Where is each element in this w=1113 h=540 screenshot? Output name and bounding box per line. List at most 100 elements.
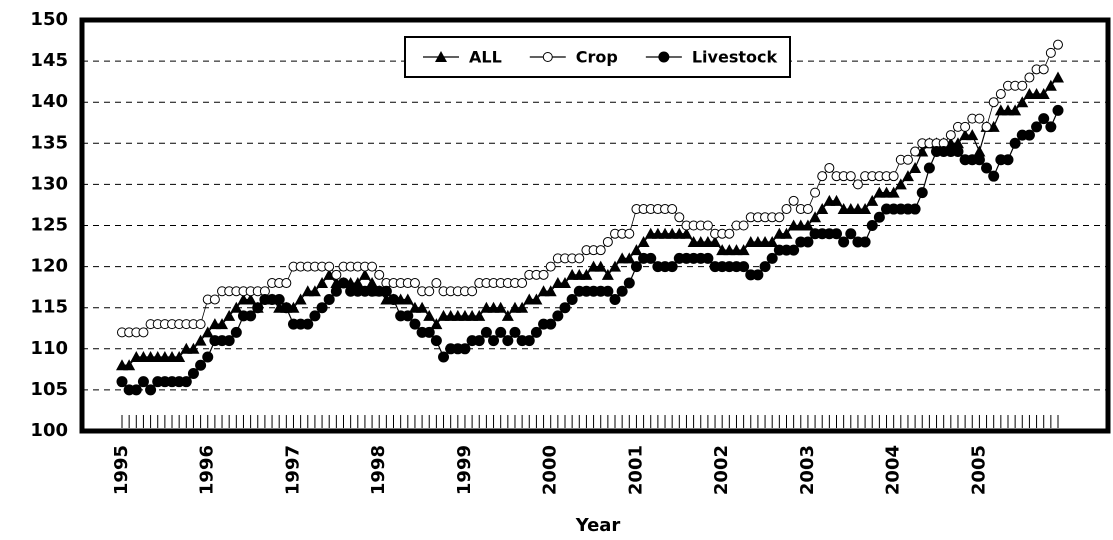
marker <box>367 261 378 272</box>
marker <box>809 211 822 223</box>
marker <box>473 335 485 347</box>
marker <box>658 51 670 63</box>
marker <box>909 203 921 215</box>
marker <box>680 227 693 239</box>
marker <box>981 121 992 132</box>
marker <box>738 220 749 231</box>
marker <box>810 187 821 198</box>
y-tick-label: 135 <box>30 132 68 153</box>
marker <box>1038 113 1050 125</box>
marker <box>845 228 857 240</box>
marker <box>509 326 521 338</box>
marker <box>801 219 814 231</box>
marker <box>1044 79 1057 91</box>
marker <box>609 260 622 272</box>
marker <box>137 376 149 388</box>
marker <box>316 302 328 314</box>
marker <box>130 384 142 396</box>
marker <box>202 351 214 363</box>
marker <box>974 113 985 124</box>
marker <box>358 268 371 280</box>
marker <box>737 244 750 256</box>
marker <box>316 277 329 289</box>
marker <box>138 327 149 338</box>
marker <box>273 293 285 305</box>
marker <box>195 319 206 330</box>
legend-label: Livestock <box>692 48 778 67</box>
marker <box>252 302 264 314</box>
marker <box>480 326 492 338</box>
marker <box>544 285 557 297</box>
marker <box>995 88 1006 99</box>
marker <box>323 293 335 305</box>
marker <box>1052 104 1064 116</box>
y-tick-label: 100 <box>30 420 68 441</box>
x-axis-label: Year <box>575 515 621 536</box>
x-tick-label: 2005 <box>968 445 989 495</box>
marker <box>816 203 829 215</box>
marker <box>623 277 635 289</box>
marker <box>952 146 964 158</box>
marker <box>909 161 922 173</box>
marker <box>630 244 643 256</box>
marker <box>145 384 157 396</box>
marker <box>602 236 613 247</box>
marker <box>988 170 1000 182</box>
marker <box>623 252 636 264</box>
marker <box>1031 121 1043 133</box>
x-tick-label: 1999 <box>454 445 475 495</box>
x-tick-label: 1997 <box>282 445 303 495</box>
series <box>116 71 1064 371</box>
marker <box>516 301 529 313</box>
marker <box>331 269 342 280</box>
marker <box>517 278 528 289</box>
marker <box>388 293 400 305</box>
y-tick-label: 150 <box>30 9 68 30</box>
marker <box>601 268 614 280</box>
marker <box>910 146 921 157</box>
marker <box>424 286 435 297</box>
marker <box>523 335 535 347</box>
marker <box>788 244 800 256</box>
marker <box>759 261 771 273</box>
marker <box>538 269 549 280</box>
marker <box>431 278 442 289</box>
x-tick-label: 1995 <box>111 445 132 495</box>
marker <box>324 261 335 272</box>
marker <box>1053 39 1063 50</box>
marker <box>223 335 235 347</box>
marker <box>473 309 486 321</box>
marker <box>901 170 914 182</box>
marker <box>501 309 514 321</box>
marker <box>1037 87 1050 99</box>
marker <box>330 285 342 297</box>
marker <box>951 137 964 149</box>
marker <box>402 310 414 322</box>
marker <box>559 302 571 314</box>
y-tick-label: 120 <box>30 256 68 277</box>
marker <box>674 212 685 223</box>
marker <box>423 326 435 338</box>
marker <box>781 204 792 215</box>
marker <box>873 211 885 223</box>
marker <box>566 293 578 305</box>
marker <box>888 171 899 182</box>
marker <box>223 309 236 321</box>
series <box>116 104 1064 396</box>
marker <box>1009 104 1022 116</box>
marker <box>887 186 900 198</box>
marker <box>502 335 514 347</box>
marker <box>960 121 971 132</box>
marker <box>788 195 799 206</box>
marker <box>552 310 564 322</box>
marker <box>709 235 722 247</box>
x-tick-label: 1998 <box>368 445 389 495</box>
marker <box>281 278 292 289</box>
marker <box>216 318 229 330</box>
y-tick-label: 145 <box>30 50 68 71</box>
marker <box>616 285 628 297</box>
marker <box>409 278 420 289</box>
marker <box>530 293 543 305</box>
marker <box>702 220 713 231</box>
